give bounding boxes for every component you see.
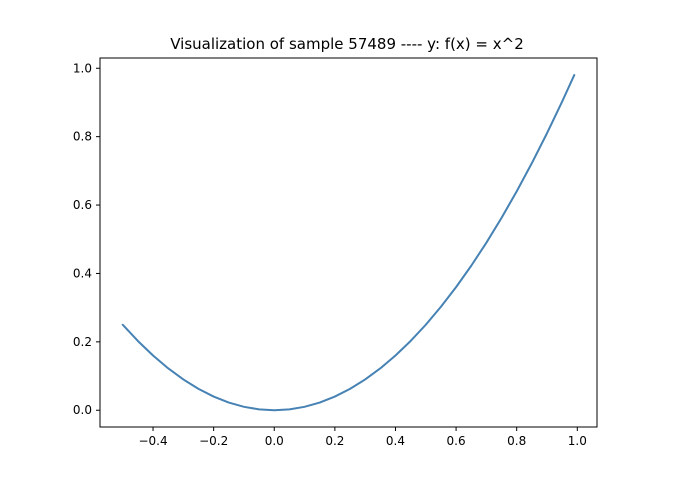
plot-area bbox=[121, 74, 576, 412]
y-tick-label: 0.2 bbox=[73, 335, 92, 349]
y-tick-label: 0.0 bbox=[73, 403, 92, 417]
x-tick-label: 0.4 bbox=[386, 434, 405, 448]
x-axis: −0.4 −0.2 0.0 0.2 0.4 0.6 0.8 1.0 bbox=[138, 427, 587, 448]
x-tick-label: 0.0 bbox=[265, 434, 284, 448]
x-tick-label: 0.6 bbox=[447, 434, 466, 448]
y-tick-label: 0.6 bbox=[73, 198, 92, 212]
y-tick-label: 0.4 bbox=[73, 266, 92, 280]
y-tick-label: 1.0 bbox=[73, 61, 92, 75]
x-tick-label: 0.8 bbox=[507, 434, 526, 448]
x-tick-label: −0.4 bbox=[138, 434, 167, 448]
series-line-0 bbox=[121, 74, 576, 412]
chart-title: Visualization of sample 57489 ---- y: f(… bbox=[170, 35, 524, 53]
x-tick-label: 1.0 bbox=[568, 434, 587, 448]
x-tick-label: 0.2 bbox=[325, 434, 344, 448]
y-tick-label: 0.8 bbox=[73, 130, 92, 144]
x-tick-label: −0.2 bbox=[199, 434, 228, 448]
y-axis: 0.0 0.2 0.4 0.6 0.8 1.0 bbox=[73, 61, 100, 417]
plot-frame bbox=[99, 57, 598, 428]
